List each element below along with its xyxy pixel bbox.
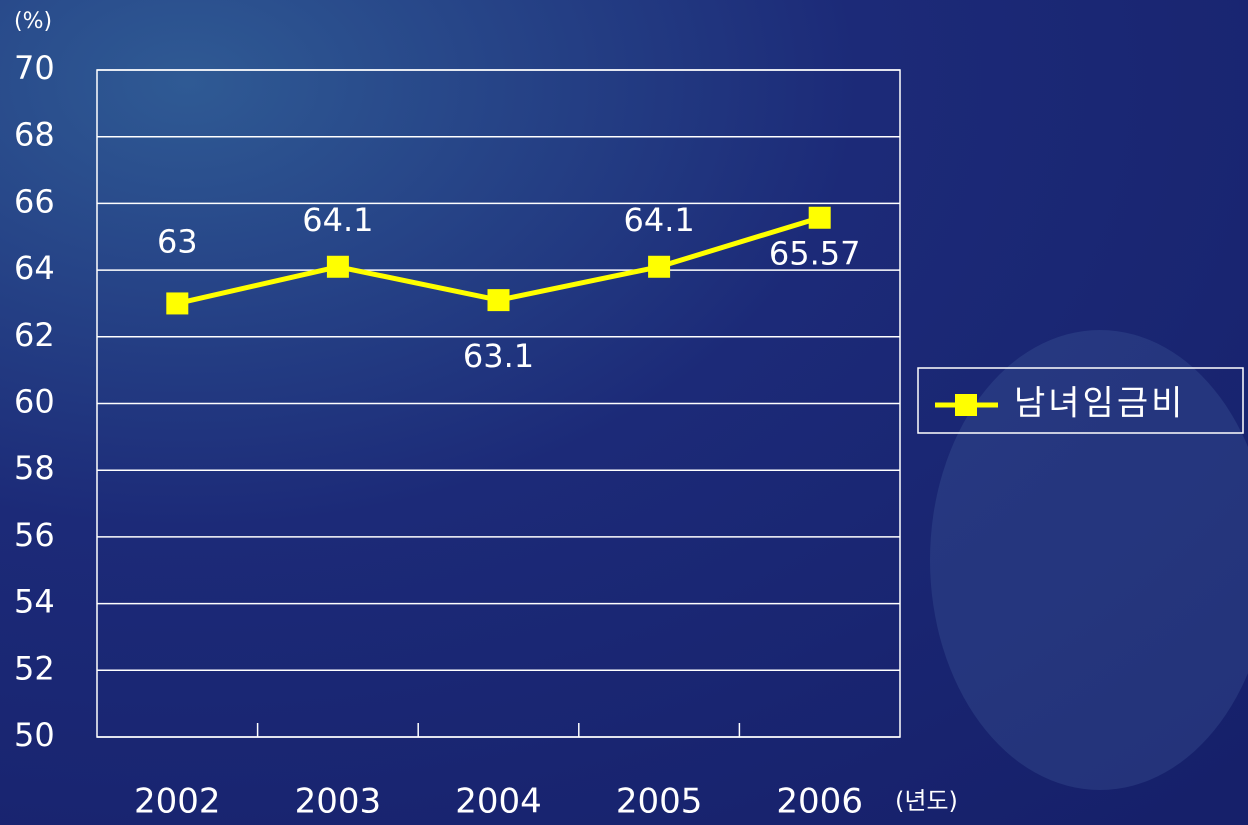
data-point <box>648 255 671 278</box>
legend-marker <box>955 394 977 416</box>
data-label: 65.57 <box>769 235 861 273</box>
y-tick-label: 68 <box>14 116 55 154</box>
y-tick-label: 50 <box>14 716 55 754</box>
plot-border <box>96 69 901 738</box>
x-tick-label: 2002 <box>134 782 221 822</box>
legend-box <box>917 367 1244 434</box>
x-tick-label: 2004 <box>455 782 542 822</box>
data-label: 64.1 <box>623 201 694 239</box>
data-point <box>166 292 189 315</box>
y-tick-label: 58 <box>14 449 55 487</box>
y-unit-label: (%) <box>14 9 52 34</box>
data-label: 63 <box>157 222 198 260</box>
y-tick-label: 70 <box>14 49 55 87</box>
x-tick-label: 2005 <box>616 782 703 822</box>
data-label: 63.1 <box>463 337 534 375</box>
y-tick-label: 66 <box>14 182 55 220</box>
y-tick-label: 60 <box>14 383 55 421</box>
data-point <box>326 255 349 278</box>
x-tick-label: 2006 <box>776 782 863 822</box>
y-tick-label: 64 <box>14 249 55 287</box>
data-label: 64.1 <box>302 201 373 239</box>
y-tick-label: 54 <box>14 583 55 621</box>
x-unit-label: (년도) <box>895 787 958 815</box>
x-tick-label: 2003 <box>295 782 382 822</box>
y-tick-label: 62 <box>14 316 55 354</box>
y-tick-label: 56 <box>14 516 55 554</box>
background-decor <box>930 330 1248 790</box>
data-point <box>808 206 831 229</box>
y-tick-label: 52 <box>14 649 55 687</box>
data-point <box>487 289 510 312</box>
legend-label: 남녀임금비 <box>1014 384 1185 424</box>
